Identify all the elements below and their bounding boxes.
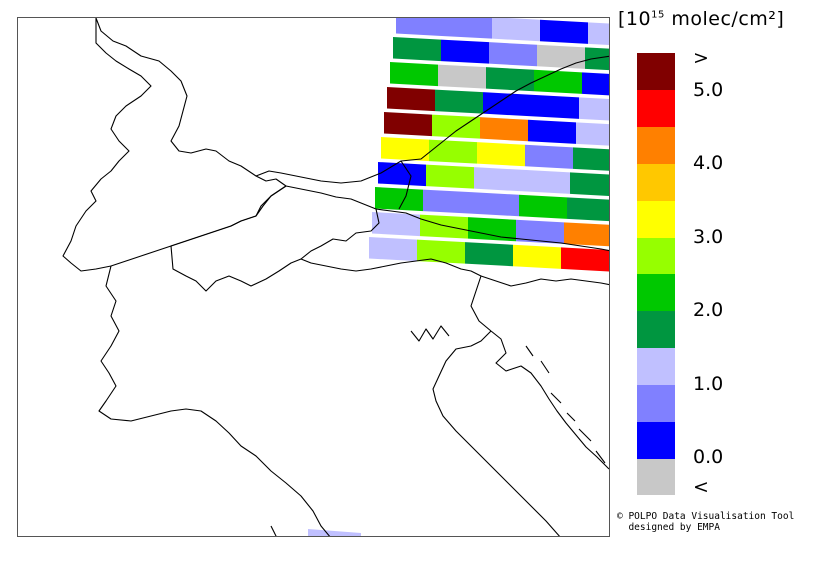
satellite-pixel [474,167,522,192]
satellite-pixel [396,18,444,37]
satellite-pixel [423,189,471,214]
legend-color-cell [637,53,675,91]
satellite-pixel [426,164,474,189]
satellite-pixel [486,67,534,92]
color-legend-bar [637,53,675,496]
legend-color-cell [637,126,675,164]
unit-exponent: 15 [651,9,665,21]
satellite-pixel [372,212,420,237]
corsica-coast [270,525,277,536]
satellite-pixel [525,144,573,169]
austria-border [255,55,609,184]
satellite-pixel [537,44,585,69]
legend-tick-2: 2.0 [693,299,724,321]
satellite-pixel [513,244,561,269]
legend-color-cell [637,163,675,201]
credit-text: © POLPO Data Visualisation Tool designed… [617,511,794,533]
satellite-pixel [477,142,525,167]
satellite-pixel [378,162,426,187]
austria-south-border [375,208,609,252]
satellite-pixel [384,112,432,137]
satellite-pixel [576,122,609,146]
credit-line-2: designed by EMPA [617,522,720,533]
legend-color-cell [637,274,675,312]
satellite-pixel [531,94,579,119]
satellite-pixel [516,219,564,244]
legend-color-cell [637,200,675,238]
satellite-pixel [528,119,576,144]
satellite-pixel [564,222,609,247]
satellite-pixel [540,19,588,44]
italy-adriatic-coast [432,330,560,536]
satellite-pixel [468,217,516,242]
venice-coast [410,325,450,342]
satellite-pixel [534,69,582,94]
legend-color-cell [637,458,675,496]
legend-color-cell [637,237,675,275]
satellite-pixel [375,187,423,212]
unit-label: [1015 molec/cm²] [618,8,784,30]
satellite-pixel [519,194,567,219]
satellite-pixel [480,117,528,142]
legend-color-cell [637,421,675,459]
italy-west-coast [98,265,331,536]
satellite-pixel-layer [308,18,609,536]
legend-tick-4: 4.0 [693,152,724,174]
satellite-pixel [522,169,570,194]
legend-tick-below: < [693,476,709,498]
unit-suffix: molec/cm²] [664,8,785,30]
borders-layer [62,18,609,536]
legend-tick-above: > [693,47,709,69]
satellite-pixel [435,89,483,114]
legend-color-cell [637,89,675,128]
satellite-pixel [489,42,537,67]
legend-tick-5: 5.0 [693,79,724,101]
satellite-pixel [483,92,531,117]
satellite-pixel [573,147,609,171]
alps-region-border [398,160,412,210]
legend-tick-1: 1.0 [693,373,724,395]
legend-tick-0: 0.0 [693,446,724,468]
map-canvas [62,18,609,536]
satellite-pixel [492,18,540,42]
satellite-pixel [465,242,513,267]
croatia-coast [490,330,609,470]
satellite-pixel [585,47,609,71]
credit-line-1: © POLPO Data Visualisation Tool [617,511,795,522]
satellite-pixel [308,529,361,536]
legend-color-cell [637,310,675,349]
satellite-pixel [582,72,609,96]
satellite-pixel [369,237,417,262]
satellite-pixel [471,192,519,217]
france-border [62,18,287,272]
satellite-pixel [588,22,609,46]
satellite-pixel [432,114,480,139]
unit-prefix: [10 [618,8,652,30]
satellite-pixel [381,137,429,162]
satellite-pixel [570,172,609,196]
satellite-pixel [429,139,477,164]
satellite-pixel [438,64,486,89]
legend-tick-3: 3.0 [693,226,724,248]
satellite-pixel [567,197,609,222]
satellite-pixel [393,37,441,62]
satellite-pixel [420,214,468,239]
map-panel [17,17,610,537]
croatia-islands [525,345,606,464]
legend-color-cell [637,384,675,422]
satellite-pixel [387,87,435,112]
satellite-pixel [444,18,492,39]
satellite-pixel [441,39,489,64]
satellite-pixel [390,62,438,87]
legend-color-cell [637,347,675,385]
switzerland-border [170,185,380,292]
satellite-pixel [561,247,609,272]
satellite-pixel [417,239,465,264]
slovenia-border [480,275,609,287]
satellite-pixel [579,97,609,121]
italy-north-border [300,258,492,332]
